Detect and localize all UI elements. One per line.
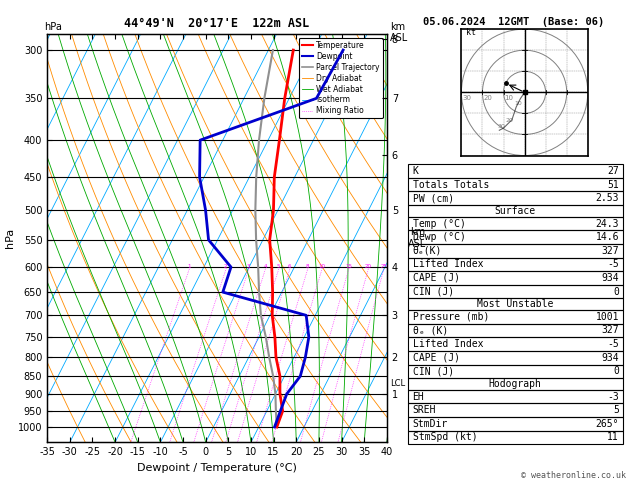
- Text: Pressure (mb): Pressure (mb): [413, 312, 489, 322]
- Text: 27: 27: [607, 166, 619, 176]
- Text: 8: 8: [306, 264, 309, 269]
- X-axis label: Dewpoint / Temperature (°C): Dewpoint / Temperature (°C): [137, 463, 297, 473]
- Text: 10: 10: [514, 101, 522, 106]
- Text: Surface: Surface: [494, 206, 536, 216]
- Text: 0: 0: [613, 366, 619, 376]
- Text: 6: 6: [288, 264, 291, 269]
- Y-axis label: hPa: hPa: [5, 228, 15, 248]
- Text: 24.3: 24.3: [596, 219, 619, 228]
- Text: 1001: 1001: [596, 312, 619, 322]
- Text: CAPE (J): CAPE (J): [413, 273, 460, 283]
- Y-axis label: km
ASL: km ASL: [408, 227, 426, 249]
- Text: 5: 5: [613, 405, 619, 415]
- Text: Dewp (°C): Dewp (°C): [413, 232, 465, 242]
- Text: 2: 2: [224, 264, 228, 269]
- Text: θₑ (K): θₑ (K): [413, 326, 448, 335]
- Text: 44°49'N  20°17'E  122m ASL: 44°49'N 20°17'E 122m ASL: [125, 17, 309, 30]
- Text: 30: 30: [497, 124, 505, 129]
- Text: PW (cm): PW (cm): [413, 193, 454, 203]
- Text: 2.53: 2.53: [596, 193, 619, 203]
- Text: Totals Totals: Totals Totals: [413, 180, 489, 190]
- Text: © weatheronline.co.uk: © weatheronline.co.uk: [521, 471, 626, 480]
- Text: SREH: SREH: [413, 405, 436, 415]
- Text: StmSpd (kt): StmSpd (kt): [413, 433, 477, 442]
- Text: CIN (J): CIN (J): [413, 366, 454, 376]
- Text: 25: 25: [380, 264, 387, 269]
- Text: 10: 10: [504, 95, 514, 101]
- Text: Most Unstable: Most Unstable: [477, 299, 554, 309]
- Text: 14.6: 14.6: [596, 232, 619, 242]
- Text: Hodograph: Hodograph: [489, 379, 542, 389]
- Text: kt: kt: [465, 29, 476, 37]
- Text: 0: 0: [613, 287, 619, 296]
- Text: 10: 10: [318, 264, 325, 269]
- Text: 327: 327: [601, 246, 619, 256]
- Text: StmDir: StmDir: [413, 419, 448, 429]
- Text: hPa: hPa: [44, 22, 62, 32]
- Text: Lifted Index: Lifted Index: [413, 260, 483, 269]
- Text: 11: 11: [607, 433, 619, 442]
- Text: 327: 327: [601, 326, 619, 335]
- Text: km
ASL: km ASL: [390, 22, 408, 43]
- Text: 1: 1: [187, 264, 191, 269]
- Text: 20: 20: [506, 118, 513, 123]
- Text: Temp (°C): Temp (°C): [413, 219, 465, 228]
- Text: 934: 934: [601, 353, 619, 363]
- Text: -5: -5: [607, 339, 619, 349]
- Text: 51: 51: [607, 180, 619, 190]
- Text: EH: EH: [413, 392, 425, 401]
- Text: CAPE (J): CAPE (J): [413, 353, 460, 363]
- Text: Lifted Index: Lifted Index: [413, 339, 483, 349]
- Text: 30: 30: [462, 95, 472, 101]
- Text: θₑ(K): θₑ(K): [413, 246, 442, 256]
- Text: 15: 15: [345, 264, 352, 269]
- Text: 934: 934: [601, 273, 619, 283]
- Text: CIN (J): CIN (J): [413, 287, 454, 296]
- Legend: Temperature, Dewpoint, Parcel Trajectory, Dry Adiabat, Wet Adiabat, Isotherm, Mi: Temperature, Dewpoint, Parcel Trajectory…: [299, 38, 383, 119]
- Text: -5: -5: [607, 260, 619, 269]
- Text: -3: -3: [607, 392, 619, 401]
- Text: 20: 20: [365, 264, 372, 269]
- Text: 3: 3: [247, 264, 250, 269]
- Text: 265°: 265°: [596, 419, 619, 429]
- Text: LCL: LCL: [390, 379, 405, 388]
- Text: 05.06.2024  12GMT  (Base: 06): 05.06.2024 12GMT (Base: 06): [423, 17, 604, 27]
- Text: 20: 20: [484, 95, 493, 101]
- Text: 5: 5: [277, 264, 281, 269]
- Text: K: K: [413, 166, 418, 176]
- Text: 4: 4: [264, 264, 267, 269]
